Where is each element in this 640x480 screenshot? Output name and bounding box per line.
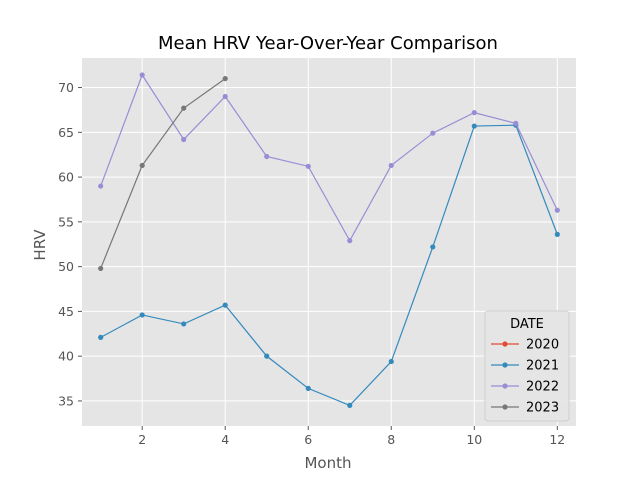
data-point-2022 [305,163,311,169]
x-tick-label: 12 [549,432,565,447]
data-point-2021 [181,321,187,327]
legend-entry-2020: 2020 [526,338,559,353]
legend-entry-2022: 2022 [526,380,559,395]
data-point-2022 [181,136,187,143]
y-axis-label: HRV [31,229,49,261]
legend-swatch-marker [502,383,508,389]
data-point-2022 [430,130,436,136]
data-point-2021 [222,302,228,308]
chart-title: Mean HRV Year-Over-Year Comparison [158,33,498,54]
data-point-2022 [388,162,394,169]
y-tick-label: 60 [58,170,74,185]
x-tick-label: 2 [138,432,146,447]
data-point-2022 [347,238,353,244]
series-layer [98,72,560,409]
series-2023 [98,75,228,272]
series-line-2022 [100,73,558,242]
x-axis-ticks: 2 4 6 8 10 12 [138,426,565,447]
series-2022 [98,72,560,244]
data-point-2022 [554,207,560,213]
x-tick-label: 10 [466,432,482,447]
legend-entry-2021: 2021 [526,359,559,374]
data-point-2023 [98,265,104,272]
legend-swatch-marker [502,362,508,368]
legend-title: DATE [510,317,544,332]
data-point-2023 [139,162,145,169]
data-point-2021 [264,353,270,359]
data-point-2021 [139,312,145,318]
legend-frame [484,310,570,422]
series-line-2021 [100,124,558,407]
data-point-2021 [388,358,394,365]
legend-swatch-marker [502,404,508,410]
data-point-2022 [98,183,104,189]
data-point-2023 [222,75,228,82]
data-point-2022 [222,93,228,100]
y-tick-label: 50 [58,259,74,274]
y-tick-label: 35 [58,393,74,408]
y-tick-label: 40 [58,349,74,364]
x-axis-label: Month [304,454,351,472]
data-point-2021 [430,244,436,250]
data-point-2021 [347,402,353,409]
grid-lines [82,58,576,426]
data-point-2022 [264,153,270,160]
data-point-2021 [305,385,311,391]
series-2021 [98,122,560,409]
x-tick-label: 8 [387,432,395,447]
y-tick-label: 70 [58,80,74,95]
x-tick-label: 6 [304,432,312,447]
data-point-2021 [554,231,560,237]
data-point-2022 [139,72,145,78]
data-point-2022 [513,120,519,126]
x-tick-label: 4 [221,432,229,447]
data-point-2021 [471,123,477,129]
legend-entry-2023: 2023 [526,401,559,416]
data-point-2022 [471,110,477,116]
y-tick-label: 55 [58,214,74,229]
y-axis-ticks: 35 40 45 50 55 60 65 70 [58,80,82,408]
series-line-2023 [100,78,226,269]
y-tick-label: 65 [58,125,74,140]
legend-swatch-marker [502,341,508,347]
data-point-2023 [181,105,187,111]
y-tick-label: 45 [58,304,74,319]
legend: DATE 2020 2021 2022 2023 [484,310,570,422]
data-point-2021 [98,334,104,340]
